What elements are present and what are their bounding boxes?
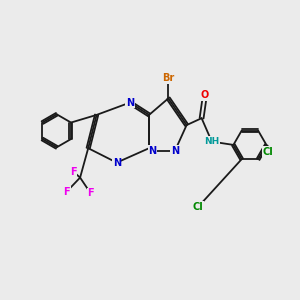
Text: N: N xyxy=(112,158,121,168)
Text: F: F xyxy=(70,167,76,177)
Text: Cl: Cl xyxy=(263,147,274,157)
Text: N: N xyxy=(171,146,179,156)
Text: N: N xyxy=(126,98,134,108)
Text: Cl: Cl xyxy=(193,202,204,212)
Text: F: F xyxy=(87,188,94,198)
Text: Br: Br xyxy=(162,73,174,83)
Text: NH: NH xyxy=(204,137,219,146)
Text: O: O xyxy=(201,90,209,100)
Text: F: F xyxy=(63,187,70,197)
Text: N: N xyxy=(148,146,157,156)
